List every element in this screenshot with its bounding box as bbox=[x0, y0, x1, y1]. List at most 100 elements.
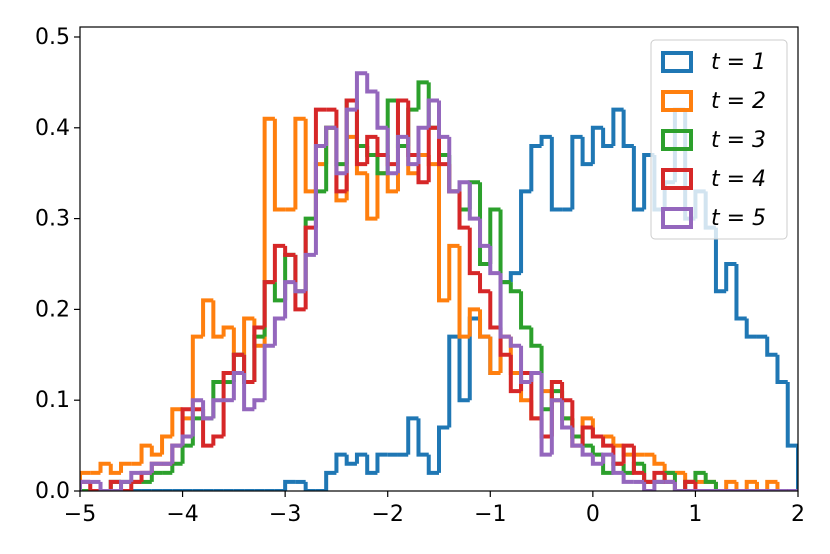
histogram-step bbox=[303, 481, 316, 491]
histogram-step bbox=[231, 370, 245, 401]
histogram-step bbox=[642, 481, 655, 491]
histogram-step bbox=[293, 254, 306, 312]
histogram-step bbox=[354, 71, 368, 110]
histogram-step bbox=[467, 182, 481, 221]
histogram-step bbox=[611, 107, 624, 146]
histogram-step bbox=[334, 452, 347, 473]
y-tick-label: 0.2 bbox=[35, 297, 70, 322]
histogram-step bbox=[354, 100, 368, 167]
histogram-step bbox=[262, 280, 275, 328]
histogram-step bbox=[478, 182, 491, 266]
histogram-step bbox=[385, 173, 398, 194]
histogram-step bbox=[672, 472, 686, 491]
legend-label: t = 2 bbox=[711, 89, 766, 114]
histogram-step bbox=[508, 271, 522, 283]
histogram-step bbox=[457, 245, 470, 339]
histogram-step bbox=[190, 398, 204, 437]
histogram-step bbox=[242, 372, 255, 412]
histogram-step bbox=[488, 291, 501, 330]
histogram-step bbox=[785, 382, 798, 491]
histogram-step bbox=[375, 91, 388, 130]
histogram-step bbox=[283, 479, 296, 491]
histogram-step bbox=[775, 481, 788, 491]
histogram-step bbox=[108, 463, 122, 475]
histogram-step bbox=[508, 354, 522, 394]
legend-swatch bbox=[661, 90, 693, 112]
histogram-step bbox=[488, 336, 501, 375]
histogram-step bbox=[539, 134, 552, 146]
histogram-step bbox=[519, 291, 532, 330]
histogram-step bbox=[713, 481, 727, 491]
histogram-step bbox=[242, 316, 255, 355]
histogram-step bbox=[406, 416, 419, 455]
histogram-step bbox=[447, 136, 460, 194]
histogram-step bbox=[129, 479, 142, 491]
legend-swatch bbox=[661, 51, 693, 73]
histogram-step bbox=[570, 134, 583, 210]
histogram-step bbox=[580, 425, 593, 446]
histogram-step bbox=[437, 127, 450, 167]
histogram-step bbox=[221, 370, 234, 437]
histogram-step bbox=[211, 300, 224, 339]
histogram-step bbox=[221, 325, 234, 337]
x-tick-label: −3 bbox=[269, 502, 301, 527]
histogram-step bbox=[560, 382, 573, 403]
histogram-step bbox=[498, 273, 511, 339]
histogram-step bbox=[529, 143, 542, 192]
histogram-step bbox=[457, 336, 470, 403]
histogram-step bbox=[601, 436, 614, 448]
histogram-step bbox=[519, 345, 532, 385]
legend-label: t = 3 bbox=[711, 128, 766, 153]
histogram-step bbox=[652, 470, 665, 482]
legend-swatch bbox=[661, 207, 693, 229]
histogram-step bbox=[201, 400, 214, 421]
histogram-step bbox=[693, 481, 706, 491]
histogram-step bbox=[713, 227, 727, 294]
histogram-step bbox=[252, 325, 265, 383]
histogram-series bbox=[80, 71, 798, 491]
histogram-step bbox=[160, 434, 173, 455]
histogram-step bbox=[529, 372, 542, 421]
histogram-step bbox=[201, 298, 214, 337]
histogram-step bbox=[570, 427, 583, 448]
x-tick-label: −2 bbox=[371, 502, 403, 527]
histogram-step bbox=[519, 189, 532, 274]
histogram-step bbox=[601, 452, 614, 464]
histogram-step bbox=[119, 461, 132, 473]
y-tick-label: 0.3 bbox=[35, 207, 70, 232]
histogram-step bbox=[365, 134, 378, 165]
histogram-step bbox=[765, 336, 778, 357]
histogram-step bbox=[139, 443, 152, 464]
histogram-step bbox=[344, 107, 357, 174]
histogram-step bbox=[437, 100, 450, 139]
histogram-step bbox=[272, 243, 286, 283]
histogram-step bbox=[631, 445, 645, 475]
histogram-step bbox=[293, 116, 306, 210]
histogram-step bbox=[652, 479, 665, 491]
histogram-step bbox=[170, 443, 183, 464]
histogram-step bbox=[457, 180, 470, 192]
histogram-step bbox=[580, 445, 593, 457]
histogram-step bbox=[549, 136, 563, 212]
histogram-step bbox=[283, 245, 296, 257]
histogram-step bbox=[652, 454, 665, 466]
histogram-step bbox=[508, 336, 522, 348]
histogram-step bbox=[324, 470, 337, 491]
axes-frame bbox=[79, 26, 799, 492]
histogram-step bbox=[590, 427, 604, 439]
histogram-step bbox=[703, 472, 716, 484]
histogram-step bbox=[478, 273, 491, 294]
legend-label: t = 5 bbox=[711, 206, 766, 231]
histogram-step bbox=[80, 479, 91, 491]
histogram-step bbox=[272, 118, 286, 212]
histogram-step bbox=[252, 398, 265, 410]
histogram-step bbox=[416, 80, 429, 110]
legend-label: t = 4 bbox=[711, 167, 766, 192]
histogram-step bbox=[601, 127, 614, 148]
histogram-step bbox=[724, 479, 737, 491]
histogram-step bbox=[621, 472, 634, 484]
histogram-step bbox=[744, 479, 757, 491]
histogram-step bbox=[180, 407, 193, 446]
histogram-step bbox=[190, 334, 204, 419]
